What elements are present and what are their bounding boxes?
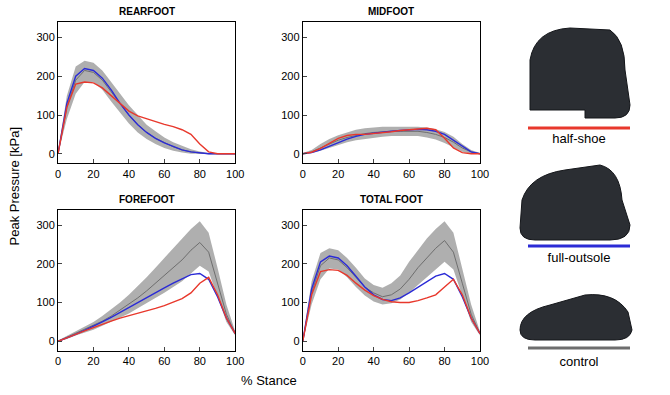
svg-text:20: 20 [332,355,344,367]
svg-text:MIDFOOT: MIDFOOT [368,6,414,17]
svg-text:60: 60 [403,355,415,367]
svg-text:100: 100 [281,109,299,121]
svg-text:300: 300 [36,219,54,231]
svg-text:200: 200 [36,258,54,270]
svg-text:100: 100 [471,355,489,367]
svg-text:Peak Pressure [kPa]: Peak Pressure [kPa] [7,127,22,246]
svg-text:0: 0 [55,168,61,180]
svg-text:100: 100 [36,296,54,308]
svg-text:80: 80 [438,168,450,180]
svg-text:80: 80 [438,355,450,367]
svg-text:100: 100 [226,355,244,367]
svg-text:200: 200 [36,70,54,82]
svg-text:0: 0 [300,355,306,367]
svg-text:100: 100 [36,109,54,121]
svg-text:40: 40 [368,168,380,180]
svg-text:0: 0 [55,355,61,367]
svg-text:TOTAL FOOT: TOTAL FOOT [360,194,423,205]
svg-text:200: 200 [281,70,299,82]
svg-text:100: 100 [226,168,244,180]
svg-text:20: 20 [332,168,344,180]
svg-text:40: 40 [123,168,135,180]
svg-text:0: 0 [49,148,55,160]
svg-text:0: 0 [293,335,299,347]
svg-text:control: control [559,354,598,369]
svg-text:0: 0 [293,148,299,160]
svg-text:300: 300 [36,31,54,43]
svg-text:80: 80 [194,355,206,367]
svg-text:100: 100 [471,168,489,180]
svg-text:300: 300 [281,31,299,43]
svg-text:300: 300 [281,219,299,231]
svg-text:20: 20 [87,168,99,180]
svg-text:% Stance: % Stance [241,373,297,388]
svg-text:FOREFOOT: FOREFOOT [119,194,175,205]
svg-text:0: 0 [300,168,306,180]
svg-text:REARFOOT: REARFOOT [119,6,175,17]
svg-text:200: 200 [281,258,299,270]
svg-text:100: 100 [281,296,299,308]
svg-text:40: 40 [123,355,135,367]
svg-text:60: 60 [158,355,170,367]
svg-text:full-outsole: full-outsole [548,250,611,265]
svg-text:60: 60 [158,168,170,180]
svg-text:half-shoe: half-shoe [552,131,605,146]
svg-text:0: 0 [49,335,55,347]
svg-text:60: 60 [403,168,415,180]
svg-text:80: 80 [194,168,206,180]
svg-text:40: 40 [368,355,380,367]
svg-text:20: 20 [87,355,99,367]
